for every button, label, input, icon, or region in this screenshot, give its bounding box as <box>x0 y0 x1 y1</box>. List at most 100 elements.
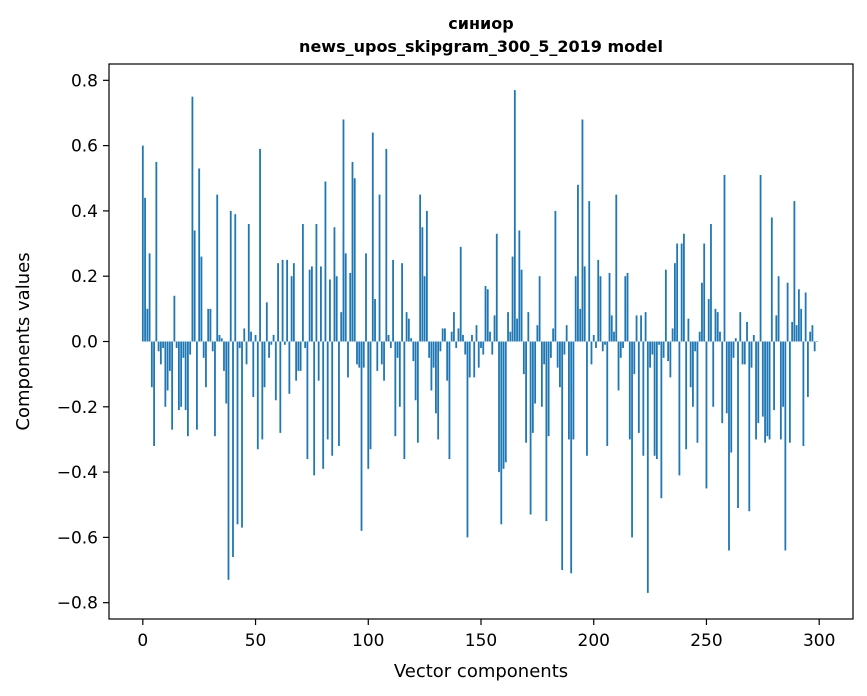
bar-97 <box>360 341 363 531</box>
bar-224 <box>646 341 649 593</box>
bar-8 <box>159 341 162 365</box>
x-tick-label-1: 50 <box>245 631 267 651</box>
bar-50 <box>254 334 257 342</box>
bar-285 <box>784 341 787 551</box>
bar-63 <box>283 341 286 345</box>
bar-281 <box>775 315 778 342</box>
bar-128 <box>430 341 433 391</box>
bar-272 <box>755 341 757 440</box>
bar-54 <box>263 341 266 388</box>
bar-240 <box>683 233 685 342</box>
bar-122 <box>416 341 419 443</box>
bar-24 <box>196 341 198 430</box>
bar-45 <box>243 328 246 342</box>
bar-150 <box>480 341 482 349</box>
bar-221 <box>640 315 642 342</box>
bar-135 <box>446 341 449 381</box>
bar-186 <box>561 341 564 571</box>
bar-95 <box>356 341 358 365</box>
bar-85 <box>333 227 336 342</box>
bar-248 <box>701 282 703 342</box>
bar-99 <box>365 253 367 342</box>
bar-62 <box>281 259 284 342</box>
bar-282 <box>777 276 780 342</box>
bar-291 <box>797 289 800 342</box>
y-tick-label-7: −0.6 <box>57 528 98 548</box>
bar-74 <box>308 269 311 342</box>
bar-110 <box>389 341 392 349</box>
bar-208 <box>610 315 613 342</box>
bar-288 <box>791 321 794 342</box>
bar-171 <box>527 312 530 342</box>
bar-36 <box>223 341 225 371</box>
bar-89 <box>342 119 345 342</box>
bar-25 <box>198 168 201 342</box>
bar-265 <box>739 312 742 342</box>
bar-140 <box>457 328 460 342</box>
bar-296 <box>809 331 812 342</box>
bar-295 <box>807 341 809 397</box>
bar-203 <box>599 276 602 342</box>
bar-88 <box>340 312 343 342</box>
bar-47 <box>247 223 250 342</box>
x-tick-label-6: 300 <box>803 631 835 651</box>
bar-297 <box>811 325 814 342</box>
bar-159 <box>500 341 503 525</box>
bar-1 <box>144 197 146 342</box>
bar-134 <box>444 328 446 342</box>
bar-260 <box>728 341 730 551</box>
bar-121 <box>414 341 417 401</box>
bar-75 <box>311 266 313 342</box>
bar-107 <box>383 341 385 381</box>
bar-138 <box>453 312 455 342</box>
bar-39 <box>229 210 232 342</box>
bar-164 <box>511 256 514 342</box>
bar-129 <box>432 341 435 368</box>
bar-5 <box>153 341 155 446</box>
bar-35 <box>220 338 223 342</box>
bar-108 <box>385 148 388 342</box>
bar-222 <box>642 341 645 456</box>
bar-232 <box>664 269 667 342</box>
bar-93 <box>351 161 354 342</box>
bar-277 <box>766 341 769 437</box>
bar-56 <box>268 341 270 358</box>
bar-292 <box>800 308 803 342</box>
bar-23 <box>193 230 196 342</box>
bar-148 <box>475 325 478 342</box>
bar-65 <box>288 341 291 394</box>
bars <box>141 90 818 593</box>
bar-257 <box>721 341 724 424</box>
bar-212 <box>619 341 622 358</box>
bar-49 <box>252 341 255 397</box>
bar-230 <box>660 341 663 499</box>
x-tick-label-2: 100 <box>352 631 384 651</box>
bar-234 <box>669 341 672 378</box>
bar-0 <box>141 145 144 342</box>
bar-127 <box>428 341 431 358</box>
bar-253 <box>712 341 715 407</box>
bar-256 <box>719 331 721 342</box>
bar-185 <box>559 341 561 388</box>
bar-213 <box>622 341 624 349</box>
bar-119 <box>410 338 413 342</box>
y-tick-label-0: 0.8 <box>71 71 98 91</box>
bar-46 <box>245 341 248 365</box>
bar-15 <box>175 341 178 349</box>
bar-267 <box>743 341 746 365</box>
bar-249 <box>703 243 706 342</box>
bar-113 <box>396 341 399 358</box>
bar-38 <box>227 341 230 580</box>
bar-30 <box>209 308 212 342</box>
bar-105 <box>378 194 381 342</box>
bar-174 <box>534 341 537 404</box>
bar-197 <box>586 341 588 456</box>
bar-132 <box>439 341 442 352</box>
bar-156 <box>493 315 496 342</box>
bar-251 <box>707 299 710 342</box>
bar-162 <box>507 312 509 342</box>
bar-189 <box>568 341 570 440</box>
bar-10 <box>164 341 167 407</box>
bar-169 <box>522 341 525 375</box>
